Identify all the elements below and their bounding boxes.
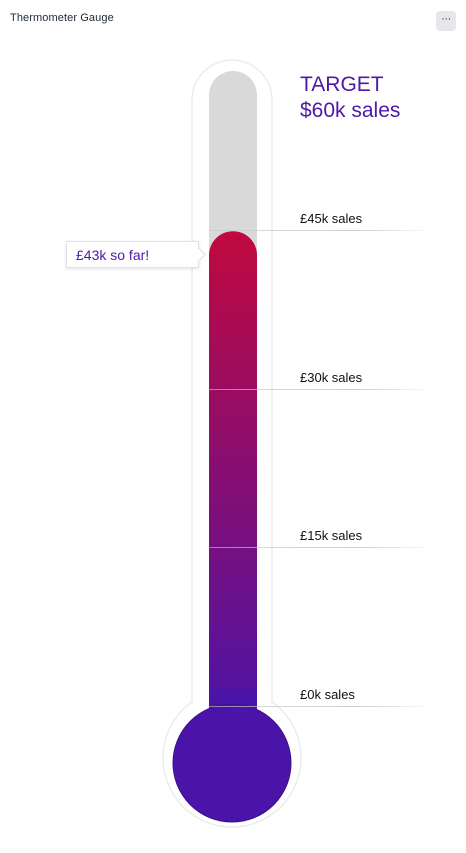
- target-value: $60k sales: [300, 99, 401, 122]
- thermometer-fill: [209, 231, 257, 731]
- more-options-button[interactable]: ···: [436, 11, 456, 31]
- panel-title: Thermometer Gauge: [10, 12, 114, 24]
- tick-label-45: £45k sales: [300, 211, 363, 226]
- tick-line-45: [209, 230, 424, 231]
- tick-label-30: £30k sales: [300, 370, 363, 385]
- ellipsis-icon: ···: [441, 13, 451, 25]
- current-value-text: £43k so far!: [76, 247, 150, 263]
- thermometer-bulb: [172, 703, 292, 823]
- tick-label-0: £0k sales: [300, 687, 355, 702]
- current-value-callout: £43k so far!: [66, 241, 199, 268]
- tick-line-30: [209, 389, 424, 390]
- tick-label-15: £15k sales: [300, 528, 363, 543]
- tick-line-0: [209, 706, 424, 707]
- target-label: TARGET $60k sales: [300, 72, 400, 124]
- tick-line-15: [209, 547, 424, 548]
- target-title: TARGET: [300, 73, 384, 96]
